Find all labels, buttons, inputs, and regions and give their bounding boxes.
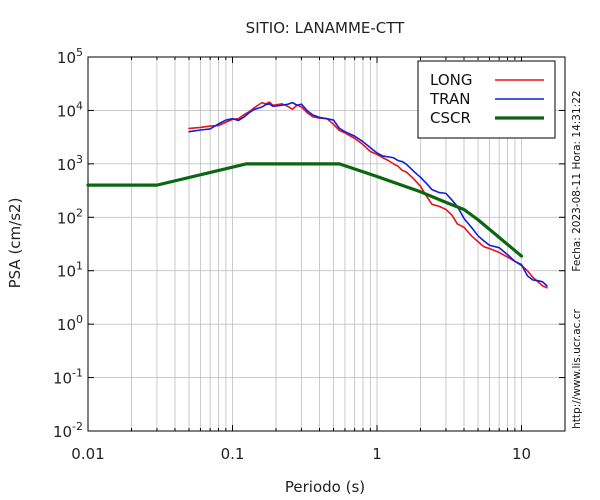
series-layer xyxy=(86,101,548,289)
website-url: http://www.lis.ucr.ac.cr xyxy=(571,308,583,428)
chart-title: SITIO: LANAMME-CTT xyxy=(246,19,405,37)
x-tick-labels: 0.01 0.1 1 10 xyxy=(71,445,531,463)
series-line-cscr xyxy=(86,162,524,258)
y-tick-label: 103 xyxy=(57,153,83,174)
y-tick-label: 101 xyxy=(57,260,83,281)
y-tick-label: 104 xyxy=(57,99,83,120)
y-tick-labels: 10-2 10-1 100 101 102 103 104 105 xyxy=(53,46,83,441)
legend-label-long: LONG xyxy=(430,71,472,89)
y-tick-label: 10-1 xyxy=(53,367,83,388)
series-line-long xyxy=(188,101,548,289)
legend-label-tran: TRAN xyxy=(429,90,470,108)
axis-ticks xyxy=(88,56,565,432)
x-tick-label: 0.01 xyxy=(71,445,104,463)
legend-label-cscr: CSCR xyxy=(430,109,471,127)
y-tick-label: 105 xyxy=(57,46,83,67)
y-tick-label: 100 xyxy=(57,313,83,334)
x-axis-title: Periodo (s) xyxy=(285,478,365,496)
y-axis-title: PSA (cm/s2) xyxy=(6,198,24,289)
y-tick-label: 102 xyxy=(57,206,83,227)
x-tick-label: 0.1 xyxy=(221,445,245,463)
series-line-tran xyxy=(188,101,548,287)
plot-frame xyxy=(87,56,566,432)
x-tick-label: 10 xyxy=(512,445,531,463)
y-tick-label: 10-2 xyxy=(53,420,83,441)
date-time-note: Fecha: 2023-08-11 Hora: 14:31:22 xyxy=(571,90,583,271)
x-tick-label: 1 xyxy=(372,445,382,463)
